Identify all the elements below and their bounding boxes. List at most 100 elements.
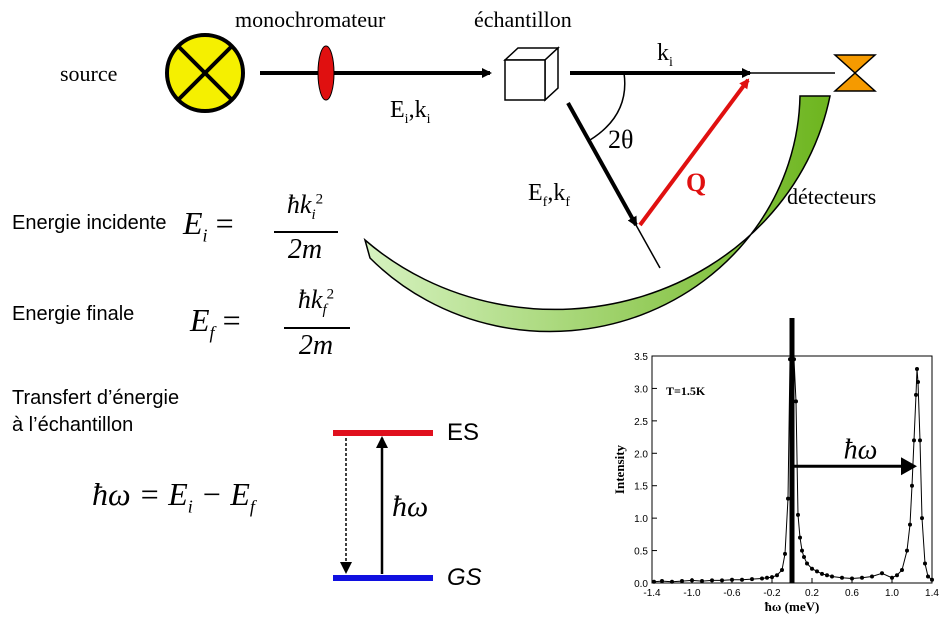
data-point: [912, 438, 916, 443]
detectors-label: détecteurs: [787, 184, 877, 209]
data-point: [775, 573, 779, 578]
final-vector-label: Ef,kf: [528, 180, 571, 210]
final-energy-label: Energie finale: [12, 303, 135, 325]
data-point: [805, 561, 809, 566]
y-tick-label: 1.0: [634, 514, 648, 525]
x-tick-label: -1.4: [643, 588, 661, 599]
temperature-annotation: T=1.5K: [666, 384, 706, 398]
data-point: [750, 577, 754, 582]
data-point: [794, 399, 798, 404]
x-tick-label: 1.4: [925, 588, 939, 599]
data-point: [920, 516, 924, 521]
data-point: [710, 578, 714, 583]
x-tick-label: -0.2: [763, 588, 781, 599]
y-tick-label: 2.0: [634, 449, 648, 460]
data-point: [786, 496, 790, 501]
kf-beam: [566, 102, 638, 227]
data-point: [840, 575, 844, 580]
excited-state-label: ES: [447, 419, 480, 446]
transfer-label-line2: à l’échantillon: [12, 414, 134, 436]
data-point: [796, 512, 800, 517]
data-point: [910, 483, 914, 488]
data-point: [690, 578, 694, 583]
data-point: [890, 575, 894, 580]
y-tick-label: 1.5: [634, 482, 648, 493]
data-point: [760, 576, 764, 581]
y-axis-label: Intensity: [612, 444, 627, 494]
data-point: [780, 568, 784, 573]
data-point: [765, 575, 769, 580]
ef-numerator: ħkf2: [297, 285, 335, 319]
data-point: [810, 566, 814, 571]
excitation-energy-label: ħω: [392, 490, 429, 523]
data-point: [908, 522, 912, 527]
data-point: [783, 551, 787, 556]
data-point: [825, 573, 829, 578]
x-axis-label: ħω (meV): [765, 599, 820, 614]
data-point: [850, 576, 854, 581]
y-tick-label: 0.5: [634, 547, 648, 558]
ei-numerator: ħki2: [286, 190, 324, 224]
data-point: [830, 574, 834, 579]
monochromator-lens: [317, 45, 335, 101]
data-point: [798, 535, 802, 540]
x-tick-label: -0.6: [723, 588, 741, 599]
x-tick-label: 0.2: [805, 588, 819, 599]
data-point: [926, 574, 930, 579]
y-tick-label: 3.5: [634, 352, 648, 363]
data-point: [815, 569, 819, 574]
data-point: [700, 579, 704, 584]
data-point: [914, 392, 918, 397]
data-point: [730, 577, 734, 582]
analyzer-icon: [833, 54, 877, 92]
data-point: [918, 438, 922, 443]
x-tick-label: -1.0: [683, 588, 701, 599]
data-point: [660, 579, 664, 584]
angle-arc: [589, 72, 626, 141]
incident-vector-label: Ei,ki: [390, 97, 431, 127]
ground-state-label: GS: [447, 564, 482, 591]
kf-continuation: [635, 224, 661, 269]
y-tick-label: 3.0: [634, 384, 648, 395]
transfer-arrow-head: [901, 457, 917, 476]
ei-denominator: 2m: [287, 234, 323, 265]
y-tick-label: 0.0: [634, 579, 648, 590]
data-point: [680, 579, 684, 584]
data-point: [800, 548, 804, 553]
angle-label: 2θ: [608, 125, 634, 154]
incident-energy-label: Energie incidente: [12, 212, 167, 234]
x-tick-label: 1.0: [885, 588, 899, 599]
data-point: [670, 579, 674, 584]
energy-transfer-equation: ħω = Ei − Ef: [92, 476, 255, 517]
data-point: [923, 561, 927, 566]
ei-fraction-bar: [274, 231, 338, 233]
source-label: source: [60, 61, 118, 86]
monochromator-label: monochromateur: [235, 7, 386, 32]
ef-fraction-bar: [284, 327, 350, 329]
data-point: [916, 379, 920, 384]
data-point: [860, 575, 864, 580]
q-vector: [638, 78, 750, 227]
x-tick-label: 0.6: [845, 588, 859, 599]
y-tick-label: 2.5: [634, 417, 648, 428]
data-point: [740, 577, 744, 582]
data-point: [900, 568, 904, 573]
data-point: [915, 366, 919, 371]
data-point: [870, 574, 874, 579]
sample-label: échantillon: [474, 7, 572, 32]
detector-arc: [363, 95, 831, 333]
ef-denominator: 2m: [298, 330, 334, 361]
data-point: [930, 577, 934, 582]
data-point: [720, 578, 724, 583]
ki-label: ki: [657, 40, 673, 70]
transfer-label-line1: Transfert d’énergie: [12, 387, 180, 409]
ei-lhs: Ei =: [183, 205, 234, 246]
ef-lhs: Ef =: [190, 302, 241, 343]
transfer-arrow-label: ħω: [844, 434, 878, 465]
data-point: [802, 555, 806, 560]
data-point: [895, 573, 899, 578]
data-point: [880, 571, 884, 576]
data-point: [770, 575, 774, 580]
